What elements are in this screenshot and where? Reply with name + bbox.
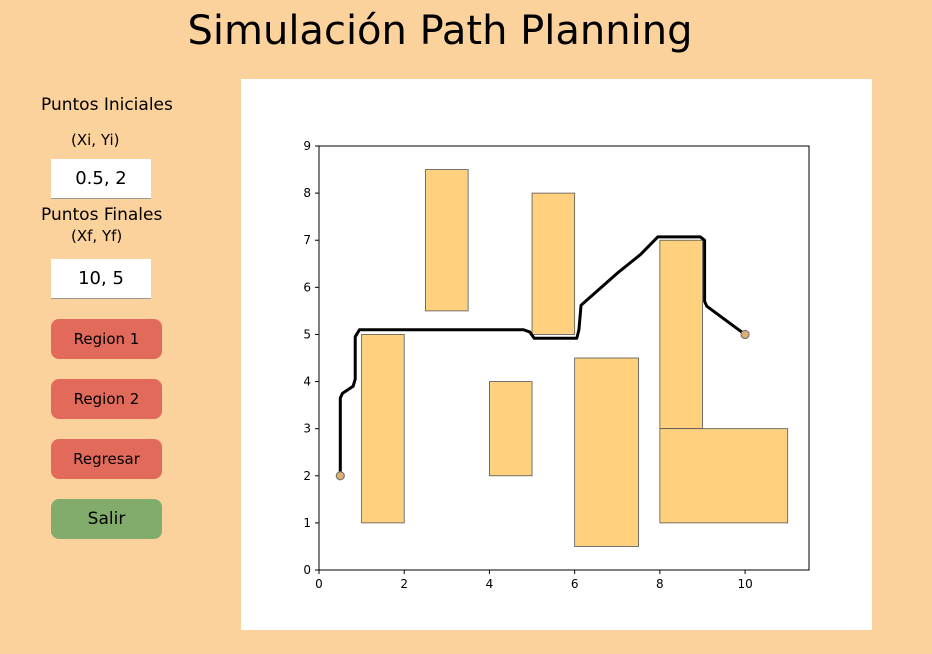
y-tick-label: 6 [303, 280, 311, 294]
obstacle-rect [361, 334, 405, 524]
obstacle-rect [425, 169, 469, 312]
y-tick-label: 5 [303, 327, 311, 341]
obstacle-rect [659, 428, 789, 524]
start-point-marker [335, 471, 345, 481]
y-tick-label: 7 [303, 233, 311, 247]
obstacle-rect [489, 381, 533, 477]
x-tick-label: 10 [737, 577, 752, 591]
obstacle-rect [659, 239, 703, 430]
x-tick-label: 2 [400, 577, 408, 591]
x-tick-label: 6 [571, 577, 579, 591]
y-tick-label: 1 [303, 516, 311, 530]
x-tick-label: 0 [315, 577, 323, 591]
axes-frame [318, 145, 810, 571]
planned-path-line [338, 235, 746, 476]
x-tick-label: 4 [486, 577, 494, 591]
y-tick-label: 0 [303, 563, 311, 577]
end-points-input[interactable] [51, 259, 151, 299]
path-planning-chart: 0 2 4 6 8 10 0 1 2 3 4 5 6 7 8 9 [303, 139, 810, 591]
plot-canvas: 0 2 4 6 8 10 0 1 2 3 4 5 6 7 8 9 [241, 79, 872, 630]
end-points-label: Puntos Finales [41, 205, 163, 225]
end-points-format: (Xf, Yf) [71, 227, 123, 245]
region-2-button[interactable]: Region 2 [51, 379, 162, 419]
page-title: Simulación Path Planning [187, 8, 693, 54]
start-points-input[interactable] [51, 159, 151, 199]
region-1-button[interactable]: Region 1 [51, 319, 162, 359]
start-points-label: Puntos Iniciales [41, 95, 173, 115]
y-tick-label: 8 [303, 186, 311, 200]
y-tick-label: 2 [303, 469, 311, 483]
obstacle-rect [531, 192, 576, 335]
exit-button[interactable]: Salir [51, 499, 162, 539]
x-tick-label: 8 [656, 577, 664, 591]
y-tick-label: 4 [303, 375, 311, 389]
start-points-format: (Xi, Yi) [71, 131, 120, 149]
back-button[interactable]: Regresar [51, 439, 162, 479]
y-tick-label: 9 [303, 139, 311, 153]
y-tick-label: 3 [303, 422, 311, 436]
goal-point-marker [740, 329, 750, 340]
obstacle-rect [574, 357, 639, 547]
